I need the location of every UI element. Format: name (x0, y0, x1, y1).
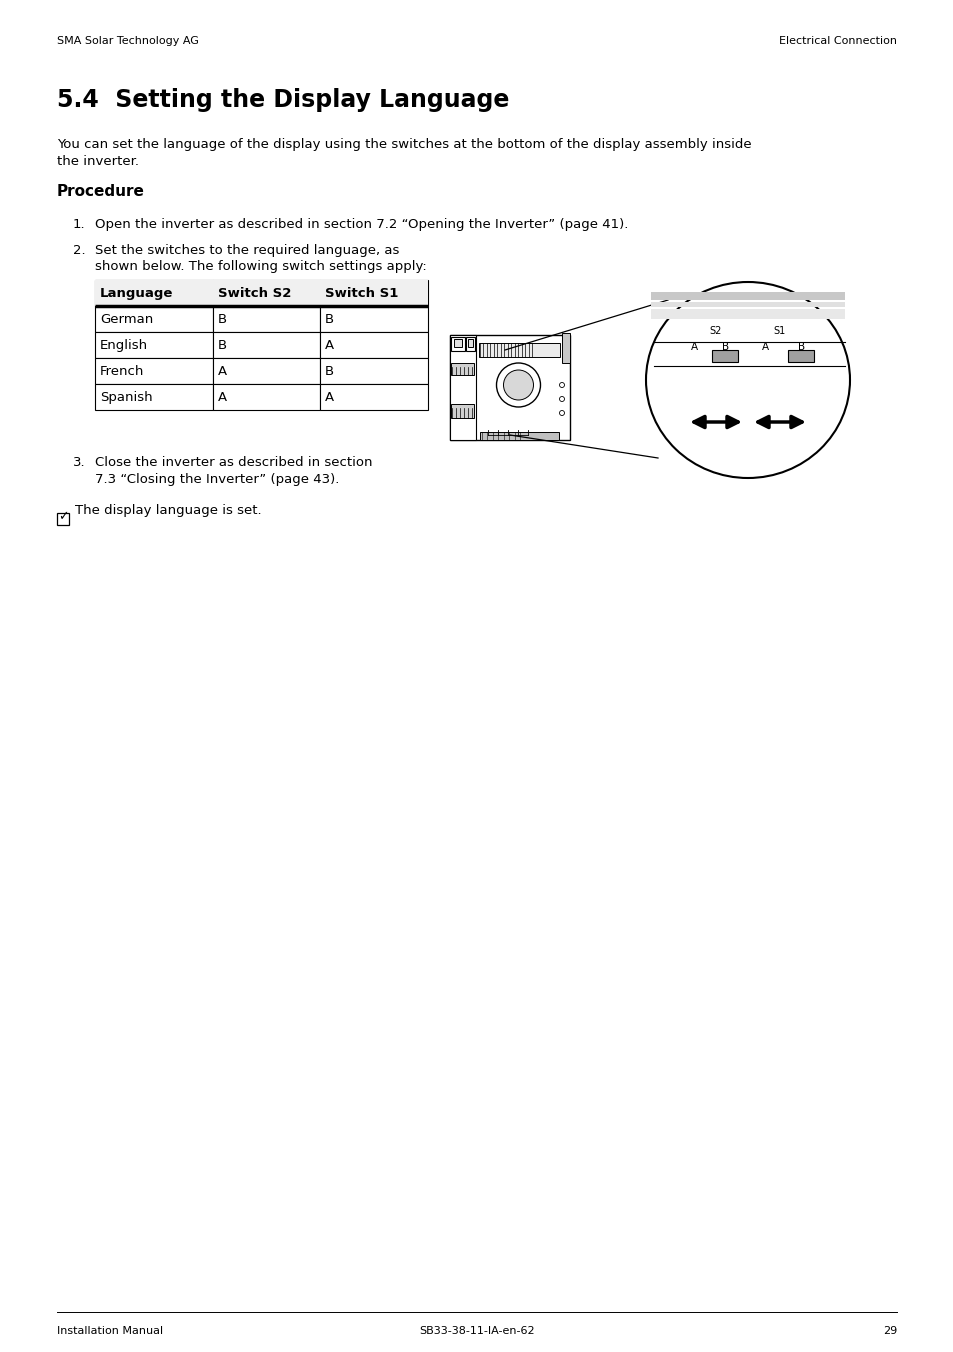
Bar (319, 358, 428, 384)
Bar (451, 337, 464, 352)
Text: S1: S1 (773, 326, 785, 337)
Text: A: A (760, 342, 768, 352)
Text: A: A (325, 339, 334, 352)
Bar (479, 433, 558, 439)
Bar (213, 306, 319, 333)
Text: 1.: 1. (73, 218, 86, 231)
Bar (95, 306, 213, 333)
Text: Switch S2: Switch S2 (218, 287, 291, 300)
Bar (213, 384, 319, 410)
Circle shape (558, 383, 564, 388)
Text: Set the switches to the required language, as: Set the switches to the required languag… (95, 243, 399, 257)
Text: SMA Solar Technology AG: SMA Solar Technology AG (57, 37, 198, 46)
Text: A: A (690, 342, 697, 352)
Bar (95, 280, 213, 306)
Bar (451, 404, 474, 418)
Text: Procedure: Procedure (57, 184, 145, 199)
Text: B: B (721, 342, 729, 352)
Bar (95, 333, 213, 358)
Text: Language: Language (100, 287, 173, 300)
Text: ✓: ✓ (58, 510, 69, 523)
Bar (711, 350, 738, 362)
Text: German: German (100, 314, 153, 326)
Circle shape (496, 362, 540, 407)
Bar (213, 280, 319, 306)
Bar (450, 335, 569, 439)
Bar (650, 310, 844, 319)
Text: B: B (798, 342, 804, 352)
Text: Switch S1: Switch S1 (325, 287, 398, 300)
Text: A: A (325, 391, 334, 404)
Text: B: B (218, 314, 227, 326)
Text: The display language is set.: The display language is set. (75, 504, 261, 516)
Bar (213, 333, 319, 358)
Text: B: B (325, 314, 334, 326)
Text: shown below. The following switch settings apply:: shown below. The following switch settin… (95, 260, 426, 273)
Circle shape (558, 396, 564, 402)
Bar (561, 333, 569, 362)
Bar (95, 358, 213, 384)
Bar (319, 280, 428, 306)
Text: Close the inverter as described in section: Close the inverter as described in secti… (95, 456, 372, 469)
Text: Spanish: Spanish (100, 391, 152, 404)
Text: English: English (100, 339, 148, 352)
Text: Installation Manual: Installation Manual (57, 1326, 163, 1336)
Bar (465, 337, 475, 352)
Bar (650, 292, 844, 300)
Bar (319, 306, 428, 333)
Text: Open the inverter as described in section 7.2 “Opening the Inverter” (page 41).: Open the inverter as described in sectio… (95, 218, 628, 231)
Text: B: B (218, 339, 227, 352)
Text: You can set the language of the display using the switches at the bottom of the : You can set the language of the display … (57, 138, 751, 151)
Bar (650, 301, 844, 307)
Text: the inverter.: the inverter. (57, 155, 139, 168)
Text: 3.: 3. (73, 456, 86, 469)
Text: 2.: 2. (73, 243, 86, 257)
Bar (319, 384, 428, 410)
Text: A: A (218, 365, 227, 379)
Bar (213, 280, 319, 306)
Bar (451, 362, 474, 375)
Text: A: A (218, 391, 227, 404)
Bar (319, 333, 428, 358)
Text: French: French (100, 365, 144, 379)
Ellipse shape (645, 283, 849, 479)
Bar (450, 335, 476, 439)
Text: 5.4  Setting the Display Language: 5.4 Setting the Display Language (57, 88, 509, 112)
Bar (468, 339, 473, 347)
Text: Electrical Connection: Electrical Connection (779, 37, 896, 46)
Text: B: B (325, 365, 334, 379)
Bar (57, 512, 69, 525)
Bar (478, 343, 559, 357)
Text: 29: 29 (882, 1326, 896, 1336)
Bar (213, 358, 319, 384)
Bar (787, 350, 813, 362)
Text: 7.3 “Closing the Inverter” (page 43).: 7.3 “Closing the Inverter” (page 43). (95, 473, 339, 485)
Bar (454, 339, 461, 347)
Bar (95, 280, 213, 306)
Circle shape (503, 370, 533, 400)
Text: S2: S2 (709, 326, 721, 337)
Text: SB33-38-11-IA-en-62: SB33-38-11-IA-en-62 (418, 1326, 535, 1336)
Bar (95, 384, 213, 410)
Circle shape (558, 411, 564, 415)
Bar (319, 280, 428, 306)
